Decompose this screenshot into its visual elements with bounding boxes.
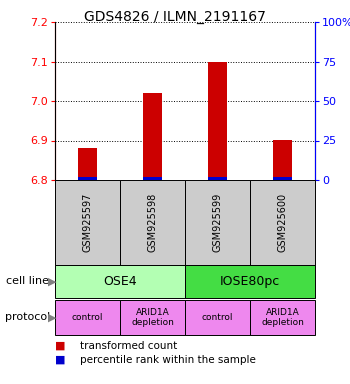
Text: control: control	[202, 313, 233, 322]
Text: IOSE80pc: IOSE80pc	[220, 275, 280, 288]
Text: protocol: protocol	[5, 313, 51, 323]
Text: GSM925600: GSM925600	[278, 193, 287, 252]
Text: ARID1A
depletion: ARID1A depletion	[261, 308, 304, 327]
Text: ▶: ▶	[48, 313, 56, 323]
Bar	[144, 93, 162, 180]
Bar	[273, 177, 292, 180]
Bar	[78, 177, 97, 180]
Text: OSE4: OSE4	[103, 275, 137, 288]
Text: ARID1A
depletion: ARID1A depletion	[131, 308, 174, 327]
Text: GDS4826 / ILMN_2191167: GDS4826 / ILMN_2191167	[84, 10, 266, 24]
Bar	[78, 148, 97, 180]
Bar	[208, 61, 226, 180]
Text: GSM925597: GSM925597	[83, 193, 92, 252]
Text: control: control	[72, 313, 103, 322]
Bar	[208, 177, 226, 180]
Text: GSM925598: GSM925598	[147, 193, 158, 252]
Text: ■: ■	[55, 355, 65, 365]
Text: ■: ■	[55, 341, 65, 351]
Text: transformed count: transformed count	[79, 341, 177, 351]
Text: ▶: ▶	[48, 276, 56, 286]
Bar	[273, 141, 292, 180]
Text: GSM925599: GSM925599	[212, 193, 223, 252]
Text: cell line: cell line	[7, 276, 49, 286]
Text: percentile rank within the sample: percentile rank within the sample	[79, 355, 256, 365]
Bar	[144, 177, 162, 180]
